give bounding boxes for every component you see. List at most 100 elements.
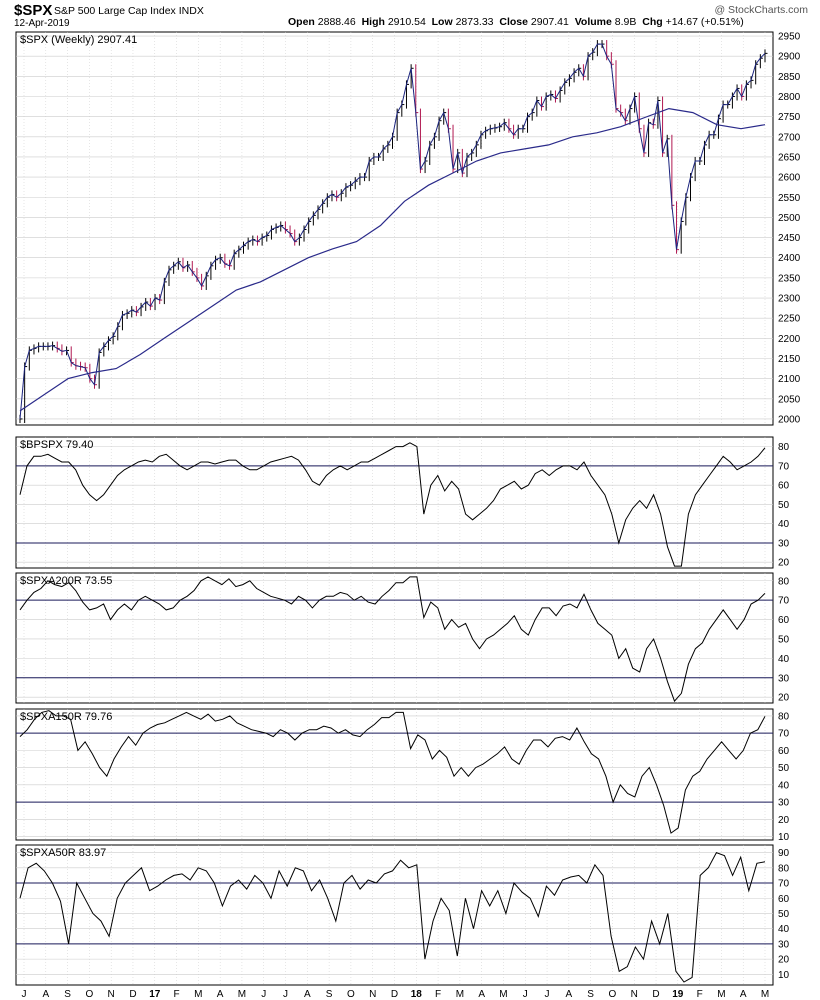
y-tick-label: 20 [778, 815, 790, 826]
indicator-line [19, 710, 766, 834]
y-tick-label: 40 [778, 519, 790, 530]
y-tick-label: 30 [778, 939, 790, 950]
x-tick-label: M [194, 989, 202, 1000]
indicator-line [19, 851, 766, 983]
moving-average-line [19, 107, 766, 412]
y-tick-label: 70 [778, 596, 790, 607]
y-tick-label: 2100 [778, 374, 801, 385]
y-tick-label: 70 [778, 879, 790, 890]
y-tick-label: 50 [778, 500, 790, 511]
x-tick-label: 17 [149, 989, 161, 1000]
y-tick-label: 2000 [778, 414, 801, 425]
y-tick-label: 2150 [778, 354, 801, 365]
y-tick-label: 30 [778, 798, 790, 809]
y-tick-label: 60 [778, 894, 790, 905]
y-tick-label: 80 [778, 863, 790, 874]
x-tick-label: S [326, 989, 333, 1000]
y-tick-label: 2550 [778, 193, 801, 204]
x-tick-label: N [631, 989, 638, 1000]
y-tick-label: 2700 [778, 132, 801, 143]
y-tick-label: 80 [778, 711, 790, 722]
y-tick-label: 2950 [778, 32, 801, 43]
x-tick-label: F [697, 989, 703, 1000]
y-tick-label: 70 [778, 461, 790, 472]
chart-date: 12-Apr-2019 [14, 18, 70, 29]
x-tick-label: N [108, 989, 115, 1000]
chart-header: $SPX S&P 500 Large Cap Index INDX 12-Apr… [0, 0, 820, 32]
panel-label: $SPXA150R 79.76 [20, 711, 112, 723]
x-tick-label: D [129, 989, 136, 1000]
panel-label: $BPSPX 79.40 [20, 439, 93, 451]
y-tick-label: 2750 [778, 112, 801, 123]
x-tick-label: F [435, 989, 441, 1000]
x-tick-label: J [523, 989, 528, 1000]
x-tick-label: A [217, 989, 224, 1000]
y-tick-label: 80 [778, 442, 790, 453]
y-tick-label: 40 [778, 654, 790, 665]
y-tick-label: 2400 [778, 253, 801, 264]
y-tick-label: 70 [778, 729, 790, 740]
y-tick-label: 50 [778, 763, 790, 774]
price-close-line [19, 43, 766, 420]
panel-label: $SPX (Weekly) 2907.41 [20, 34, 137, 46]
y-tick-label: 20 [778, 558, 790, 569]
indicator-line [19, 576, 766, 703]
x-tick-label: A [740, 989, 747, 1000]
symbol-title: $SPX [14, 2, 53, 19]
x-tick-label: O [85, 989, 93, 1000]
y-tick-label: 60 [778, 615, 790, 626]
y-tick-label: 2050 [778, 394, 801, 405]
x-tick-label: M [717, 989, 725, 1000]
y-tick-label: 60 [778, 746, 790, 757]
y-tick-label: 20 [778, 955, 790, 966]
y-tick-label: 60 [778, 481, 790, 492]
y-tick-label: 2450 [778, 233, 801, 244]
y-tick-label: 40 [778, 780, 790, 791]
x-tick-label: J [283, 989, 288, 1000]
indicator-line [19, 442, 766, 567]
y-tick-label: 50 [778, 909, 790, 920]
x-tick-label: J [545, 989, 550, 1000]
x-tick-label: D [652, 989, 659, 1000]
symbol-name: S&P 500 Large Cap Index INDX [54, 5, 204, 17]
x-tick-label: O [609, 989, 617, 1000]
y-tick-label: 2800 [778, 92, 801, 103]
x-tick-label: M [456, 989, 464, 1000]
panel-label: $SPXA50R 83.97 [20, 847, 106, 859]
y-tick-label: 2350 [778, 273, 801, 284]
y-tick-label: 20 [778, 693, 790, 704]
y-tick-label: 2600 [778, 173, 801, 184]
y-tick-label: 2500 [778, 213, 801, 224]
y-tick-label: 30 [778, 673, 790, 684]
x-tick-label: J [261, 989, 266, 1000]
x-tick-label: A [478, 989, 485, 1000]
x-tick-label: J [22, 989, 27, 1000]
y-tick-label: 30 [778, 538, 790, 549]
x-tick-label: 19 [672, 989, 684, 1000]
y-tick-label: 2850 [778, 72, 801, 83]
stockcharts-logo: @ StockCharts.com [714, 4, 808, 16]
panel-label: $SPXA200R 73.55 [20, 575, 112, 587]
y-tick-label: 2650 [778, 152, 801, 163]
x-tick-label: O [347, 989, 355, 1000]
y-tick-label: 10 [778, 970, 790, 981]
panel-frame [15, 572, 774, 704]
x-tick-label: F [174, 989, 180, 1000]
y-tick-label: 10 [778, 832, 790, 843]
x-tick-label: A [566, 989, 573, 1000]
x-tick-label: S [587, 989, 594, 1000]
panel-frame [15, 31, 774, 426]
x-tick-label: N [369, 989, 376, 1000]
x-tick-label: M [761, 989, 769, 1000]
y-tick-label: 2300 [778, 294, 801, 305]
x-tick-label: S [64, 989, 71, 1000]
x-tick-label: A [304, 989, 311, 1000]
y-tick-label: 2900 [778, 52, 801, 63]
x-tick-label: 18 [411, 989, 423, 1000]
x-tick-label: A [42, 989, 49, 1000]
x-tick-label: M [499, 989, 507, 1000]
exchange-label: INDX [178, 5, 204, 17]
y-tick-label: 50 [778, 634, 790, 645]
y-tick-label: 40 [778, 924, 790, 935]
